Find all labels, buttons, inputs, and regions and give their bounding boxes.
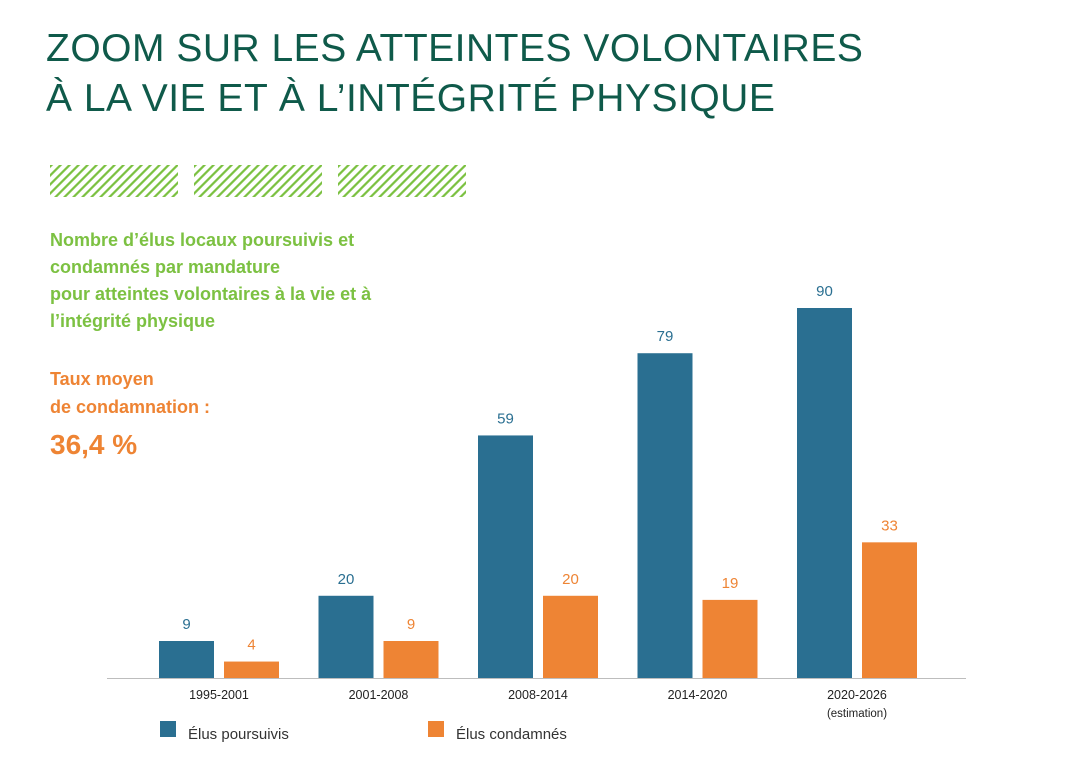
subtitle-line-4: l’intégrité physique [50,311,216,331]
title-line-2: À LA VIE ET À L’INTÉGRITÉ PHYSIQUE [46,77,776,120]
conviction-rate-label: Taux moyen de condamnation : [50,365,210,421]
data-label-condamnes-2014-2020: 19 [722,575,739,592]
data-label-poursuivis-1995-2001: 9 [182,616,190,633]
data-label-poursuivis-2014-2020: 79 [657,328,674,345]
legend-label-condamnes: Élus condamnés [456,726,567,743]
data-label-condamnes-1995-2001: 4 [247,637,255,654]
x-tick-label-1995-2001: 1995-2001 [189,688,249,702]
bar-poursuivis-2014-2020 [637,353,693,678]
x-tick-label-2001-2008: 2001-2008 [349,688,409,702]
bar-poursuivis-2008-2014 [478,435,533,678]
x-tick-note-2020-2026: (estimation) [827,708,887,720]
bar-poursuivis-1995-2001 [159,641,214,678]
x-tick-label-2014-2020: 2014-2020 [668,688,728,702]
legend-swatch-poursuivis [160,721,176,737]
chart-subtitle: Nombre d’élus locaux poursuivis et conda… [50,227,470,335]
data-label-condamnes-2020-2026: 33 [881,517,898,534]
subtitle-line-1: Nombre d’élus locaux poursuivis et [50,230,355,250]
bar-condamnes-2020-2026 [862,542,917,678]
bar-poursuivis-2001-2008 [318,595,374,678]
data-label-condamnes-2001-2008: 9 [407,616,415,633]
data-label-poursuivis-2020-2026: 90 [816,283,833,300]
subtitle-line-2: condamnés par mandature [50,257,281,277]
title-line-1: ZOOM SUR LES ATTEINTES VOLONTAIRES [46,27,864,70]
bar-condamnes-2001-2008 [383,641,439,678]
data-label-condamnes-2008-2014: 20 [562,571,579,588]
data-label-poursuivis-2001-2008: 20 [338,571,355,588]
rate-label-line-1: Taux moyen [50,369,154,389]
page-title: ZOOM SUR LES ATTEINTES VOLONTAIRES À LA … [46,24,863,124]
conviction-rate-value: 36,4 % [50,429,138,460]
rate-label-line-2: de condamnation : [50,397,211,417]
bar-poursuivis-2020-2026 [797,308,852,678]
bar-condamnes-1995-2001 [224,661,279,678]
bar-condamnes-2008-2014 [543,595,598,678]
x-tick-label-2008-2014: 2008-2014 [508,688,568,702]
x-tick-label-2020-2026: 2020-2026 [827,688,887,702]
decorative-hatch [50,165,466,197]
bar-condamnes-2014-2020 [702,599,758,678]
legend-label-poursuivis: Élus poursuivis [188,726,289,743]
subtitle-line-3: pour atteintes volontaires à la vie et à [50,284,372,304]
data-label-poursuivis-2008-2014: 59 [497,410,514,427]
legend-swatch-condamnes [428,721,444,737]
